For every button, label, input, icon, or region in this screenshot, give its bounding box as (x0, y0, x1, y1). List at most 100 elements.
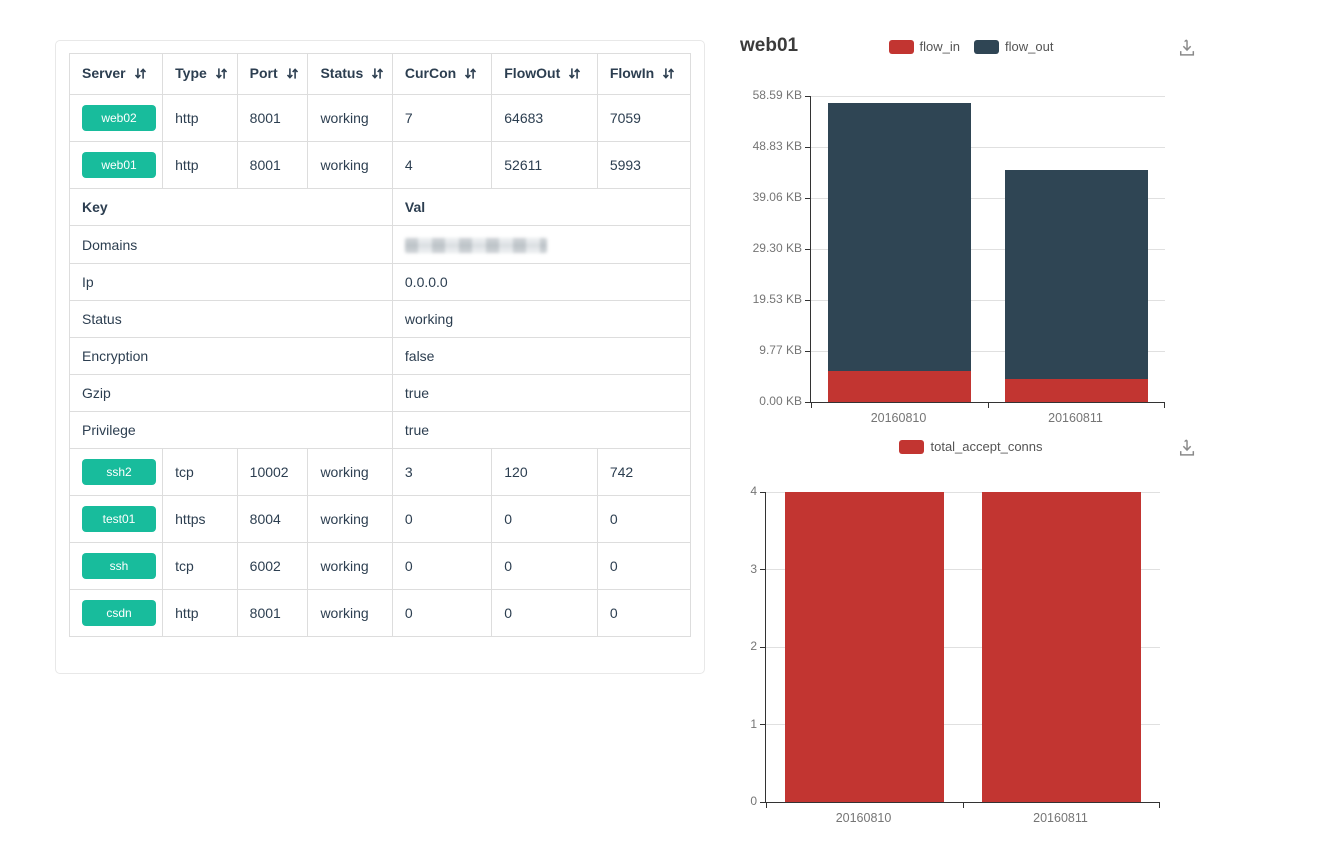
bar-flow_out-20160811 (1004, 169, 1149, 379)
port-cell: 10002 (236, 448, 309, 496)
column-header-type[interactable]: Type (162, 53, 238, 95)
y-tick-label: 9.77 KB (759, 343, 802, 357)
x-axis-labels: 20160810 20160811 (810, 411, 1165, 425)
y-tick-mark (760, 646, 765, 648)
curcon-cell: 4 (391, 141, 493, 189)
server-badge-ssh2[interactable]: ssh2 (82, 459, 156, 485)
detail-val-header: Val (391, 188, 692, 226)
gridline (811, 197, 1165, 199)
status-cell: working (307, 542, 393, 590)
server-cell: ssh (68, 542, 164, 590)
column-header-flowin[interactable]: FlowIn (596, 53, 692, 95)
sort-icon (286, 68, 298, 79)
column-header-label: FlowOut (504, 65, 561, 81)
y-tick-label: 3 (750, 561, 757, 576)
status-cell: working (307, 94, 393, 142)
port-cell: 8001 (236, 141, 309, 189)
x-category-label: 20160810 (835, 811, 892, 825)
gridline (811, 350, 1165, 352)
x-tick-mark (1159, 803, 1160, 808)
curcon-cell: 0 (391, 495, 493, 543)
flowout-cell: 120 (491, 448, 598, 496)
x-tick-mark (988, 403, 989, 408)
x-category-label: 20160811 (1048, 411, 1103, 425)
detail-val-cell: true (391, 411, 692, 449)
sort-icon (663, 68, 675, 79)
type-cell: http (162, 589, 238, 637)
column-header-curcon[interactable]: CurCon (391, 53, 493, 95)
bar-flow_in-20160811 (1004, 378, 1149, 402)
x-axis-labels: 20160810 20160811 (765, 811, 1160, 825)
legend-item-total_accept_conns[interactable]: total_accept_conns (899, 439, 1043, 454)
y-tick-label: 39.06 KB (752, 190, 802, 204)
server-cell: csdn (68, 589, 164, 637)
sort-icon (372, 68, 384, 79)
type-cell: https (162, 495, 238, 543)
bar-total_accept_conns-20160811 (981, 492, 1142, 802)
table-header: Server Type Port Status CurCon FlowOut FlowIn (68, 53, 692, 95)
gridline (766, 491, 1160, 493)
y-tick-mark (760, 569, 765, 570)
server-badge-ssh[interactable]: ssh (82, 553, 156, 579)
chart-legend: flow_in flow_out (735, 39, 1207, 54)
detail-row: Encryption false (69, 337, 692, 375)
server-cell: web02 (68, 94, 164, 142)
chart-title: web01 (740, 35, 799, 56)
legend-label: flow_out (1005, 39, 1054, 54)
download-icon[interactable] (1176, 437, 1197, 461)
status-cell: working (307, 495, 393, 543)
legend-swatch (888, 39, 914, 54)
flowin-cell: 0 (596, 589, 692, 637)
legend-label: flow_in (919, 39, 961, 54)
server-cell: web01 (68, 141, 164, 189)
flowout-cell: 52611 (491, 141, 598, 189)
y-tick-label: 1 (750, 716, 757, 731)
column-header-server[interactable]: Server (68, 53, 164, 95)
legend-item-flow_out[interactable]: flow_out (974, 39, 1053, 54)
column-header-port[interactable]: Port (236, 53, 309, 95)
flowin-cell: 0 (596, 495, 692, 543)
flowout-cell: 0 (491, 589, 598, 637)
server-table: Server Type Port Status CurCon FlowOut FlowIn … (68, 53, 692, 637)
detail-key-cell: Status (69, 300, 393, 338)
column-header-status[interactable]: Status (307, 53, 393, 95)
y-tick-label: 58.59 KB (752, 88, 802, 102)
y-tick-mark (805, 401, 810, 403)
detail-row: Status working (69, 300, 692, 338)
gridline (811, 248, 1165, 250)
server-badge-csdn[interactable]: csdn (82, 600, 156, 626)
y-tick-mark (760, 724, 765, 725)
chart-flow-header: web01 flow_in flow_out (735, 35, 1207, 63)
legend-swatch (974, 39, 1000, 54)
port-cell: 8004 (236, 495, 309, 543)
curcon-cell: 0 (391, 542, 493, 590)
download-arrow-icon (1179, 439, 1195, 456)
detail-val-cell: 0.0.0.0 (391, 263, 692, 301)
detail-key-header: Key (69, 188, 393, 226)
flowout-cell: 0 (491, 495, 598, 543)
detail-row: Ip 0.0.0.0 (69, 263, 692, 301)
x-tick-mark (963, 803, 964, 808)
y-tick-mark (805, 197, 810, 199)
server-badge-web02[interactable]: web02 (82, 105, 156, 131)
bar-flow_in-20160810 (827, 371, 972, 402)
server-badge-web01[interactable]: web01 (82, 152, 156, 178)
x-tick-mark (766, 803, 767, 808)
server-row: web01 http 8001 working 4 52611 5993 (68, 141, 692, 189)
flowin-cell: 742 (596, 448, 692, 496)
detail-row: Domains (69, 225, 692, 264)
chart-flow: web01 flow_in flow_out 0.00 KB 9.77 KB 19.5… (735, 35, 1207, 435)
column-header-label: Port (249, 65, 278, 81)
charts-column: web01 flow_in flow_out 0.00 KB 9.77 KB 19.5… (735, 0, 1207, 860)
type-cell: http (162, 141, 238, 189)
server-badge-test01[interactable]: test01 (82, 506, 156, 532)
y-tick-label: 0 (750, 794, 757, 808)
flowin-cell: 0 (596, 542, 692, 590)
legend-item-flow_in[interactable]: flow_in (888, 39, 961, 54)
status-cell: working (307, 589, 393, 637)
status-cell: working (307, 448, 393, 496)
download-icon[interactable] (1176, 37, 1197, 61)
column-header-flowout[interactable]: FlowOut (491, 53, 598, 95)
